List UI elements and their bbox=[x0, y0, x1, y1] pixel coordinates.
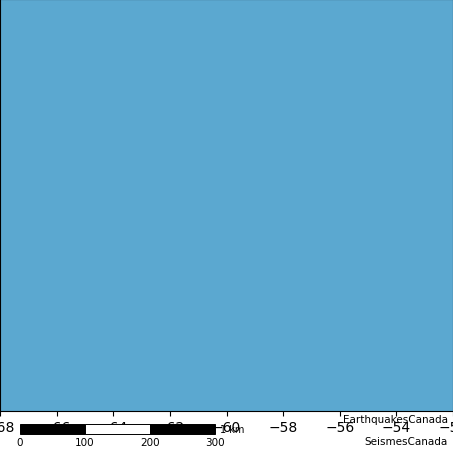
Text: 200: 200 bbox=[140, 437, 160, 447]
Text: 0: 0 bbox=[17, 437, 23, 447]
FancyBboxPatch shape bbox=[85, 424, 150, 434]
FancyBboxPatch shape bbox=[20, 424, 85, 434]
Text: 300: 300 bbox=[205, 437, 225, 447]
FancyBboxPatch shape bbox=[150, 424, 215, 434]
Text: 100: 100 bbox=[75, 437, 95, 447]
Text: 1 km: 1 km bbox=[220, 424, 244, 434]
Text: SeismesCanada: SeismesCanada bbox=[365, 437, 448, 446]
Text: EarthquakesCanada: EarthquakesCanada bbox=[343, 414, 448, 424]
